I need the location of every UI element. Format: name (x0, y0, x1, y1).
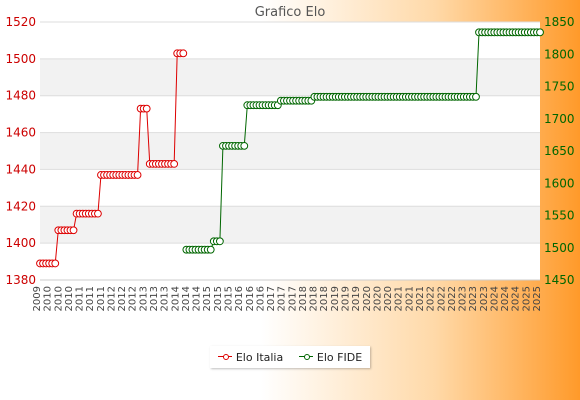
x-tick-label: 2021 (415, 286, 426, 311)
data-point (69, 226, 78, 235)
x-tick-label: 2014 (192, 286, 203, 311)
x-tick-label: 2025 (532, 286, 543, 311)
x-tick-label: 2011 (75, 286, 86, 311)
legend-marker-red-icon (217, 353, 232, 361)
chart-title: Grafico Elo (255, 5, 326, 20)
grid-band (40, 206, 540, 244)
y-right-tick-label: 1850 (544, 15, 575, 29)
data-point (536, 28, 544, 37)
y-right-tick-label: 1600 (544, 176, 575, 190)
x-tick-label: 2019 (351, 286, 362, 311)
x-tick-label: 2024 (500, 286, 511, 311)
x-tick-label: 2020 (383, 286, 394, 311)
data-point (240, 141, 249, 150)
x-tick-label: 2019 (341, 286, 352, 311)
y-left-tick-label: 1380 (5, 273, 36, 287)
x-tick-label: 2022 (436, 286, 447, 311)
x-tick-label: 2012 (106, 286, 117, 311)
y-left-tick-label: 1420 (5, 199, 36, 213)
y-left-tick-label: 1500 (5, 52, 36, 66)
x-tick-label: 2019 (330, 286, 341, 311)
x-tick-label: 2022 (426, 286, 437, 311)
x-tick-label: 2016 (255, 286, 266, 311)
x-tick-label: 2011 (96, 286, 107, 311)
x-tick-label: 2018 (298, 286, 309, 311)
y-left-tick-label: 1440 (5, 162, 36, 176)
x-tick-label: 2017 (277, 286, 288, 311)
x-tick-label: 2020 (372, 286, 383, 311)
x-tick-label: 2015 (213, 286, 224, 311)
x-tick-label: 2021 (404, 286, 415, 311)
x-tick-label: 2021 (394, 286, 405, 311)
x-tick-label: 2014 (181, 286, 192, 311)
x-tick-label: 2016 (234, 286, 245, 311)
legend-label: Elo Italia (235, 350, 284, 364)
x-tick-label: 2025 (521, 286, 532, 311)
x-tick-label: 2009 (32, 286, 43, 311)
data-point (133, 171, 142, 179)
x-tick-label: 2017 (266, 286, 277, 311)
x-tick-label: 2010 (43, 286, 54, 311)
y-right-tick-label: 1800 (544, 47, 575, 61)
x-tick-label: 2012 (117, 286, 128, 311)
legend-item-elo-fide[interactable]: Elo FIDE (298, 350, 363, 364)
x-tick-label: 2014 (170, 286, 181, 311)
data-point (472, 92, 480, 101)
legend-marker-green-icon (298, 353, 313, 361)
y-right-tick-label: 1500 (544, 241, 575, 255)
legend: Elo Italia Elo FIDE (210, 346, 370, 368)
data-point (206, 245, 215, 254)
x-tick-label: 2011 (85, 286, 96, 311)
y-left-tick-label: 1480 (5, 89, 36, 103)
x-tick-label: 2023 (468, 286, 479, 311)
x-tick-label: 2013 (149, 286, 160, 311)
x-tick-label: 2023 (479, 286, 490, 311)
y-right-tick-label: 1750 (544, 80, 575, 94)
data-point (51, 259, 60, 268)
grid-band (40, 58, 540, 96)
data-point (179, 49, 188, 58)
grid-band (40, 132, 540, 170)
y-left-tick-label: 1520 (5, 15, 36, 29)
x-tick-label: 2017 (287, 286, 298, 311)
data-point (142, 104, 151, 113)
x-tick-label: 2022 (447, 286, 458, 311)
x-tick-label: 2024 (511, 286, 522, 311)
y-left-tick-label: 1400 (5, 236, 36, 250)
y-left-tick-label: 1460 (5, 126, 36, 140)
x-tick-label: 2015 (202, 286, 213, 311)
y-right-tick-label: 1550 (544, 209, 575, 223)
x-tick-label: 2020 (362, 286, 373, 311)
data-point (215, 237, 224, 246)
x-tick-label: 2010 (53, 286, 64, 311)
x-tick-label: 2013 (160, 286, 171, 311)
x-tick-label: 2010 (64, 286, 75, 311)
x-tick-label: 2018 (309, 286, 320, 311)
x-tick-label: 2012 (128, 286, 139, 311)
y-right-tick-label: 1650 (544, 144, 575, 158)
y-right-tick-label: 1700 (544, 112, 575, 126)
x-tick-label: 2024 (489, 286, 500, 311)
data-point (94, 209, 102, 218)
legend-label: Elo FIDE (316, 350, 363, 364)
x-tick-label: 2013 (138, 286, 149, 311)
x-tick-label: 2016 (245, 286, 256, 311)
data-point (170, 160, 179, 168)
y-right-tick-label: 1450 (544, 273, 575, 287)
legend-item-elo-italia[interactable]: Elo Italia (217, 350, 284, 364)
x-tick-label: 2023 (458, 286, 469, 311)
x-tick-label: 2018 (319, 286, 330, 311)
x-tick-label: 2015 (223, 286, 234, 311)
